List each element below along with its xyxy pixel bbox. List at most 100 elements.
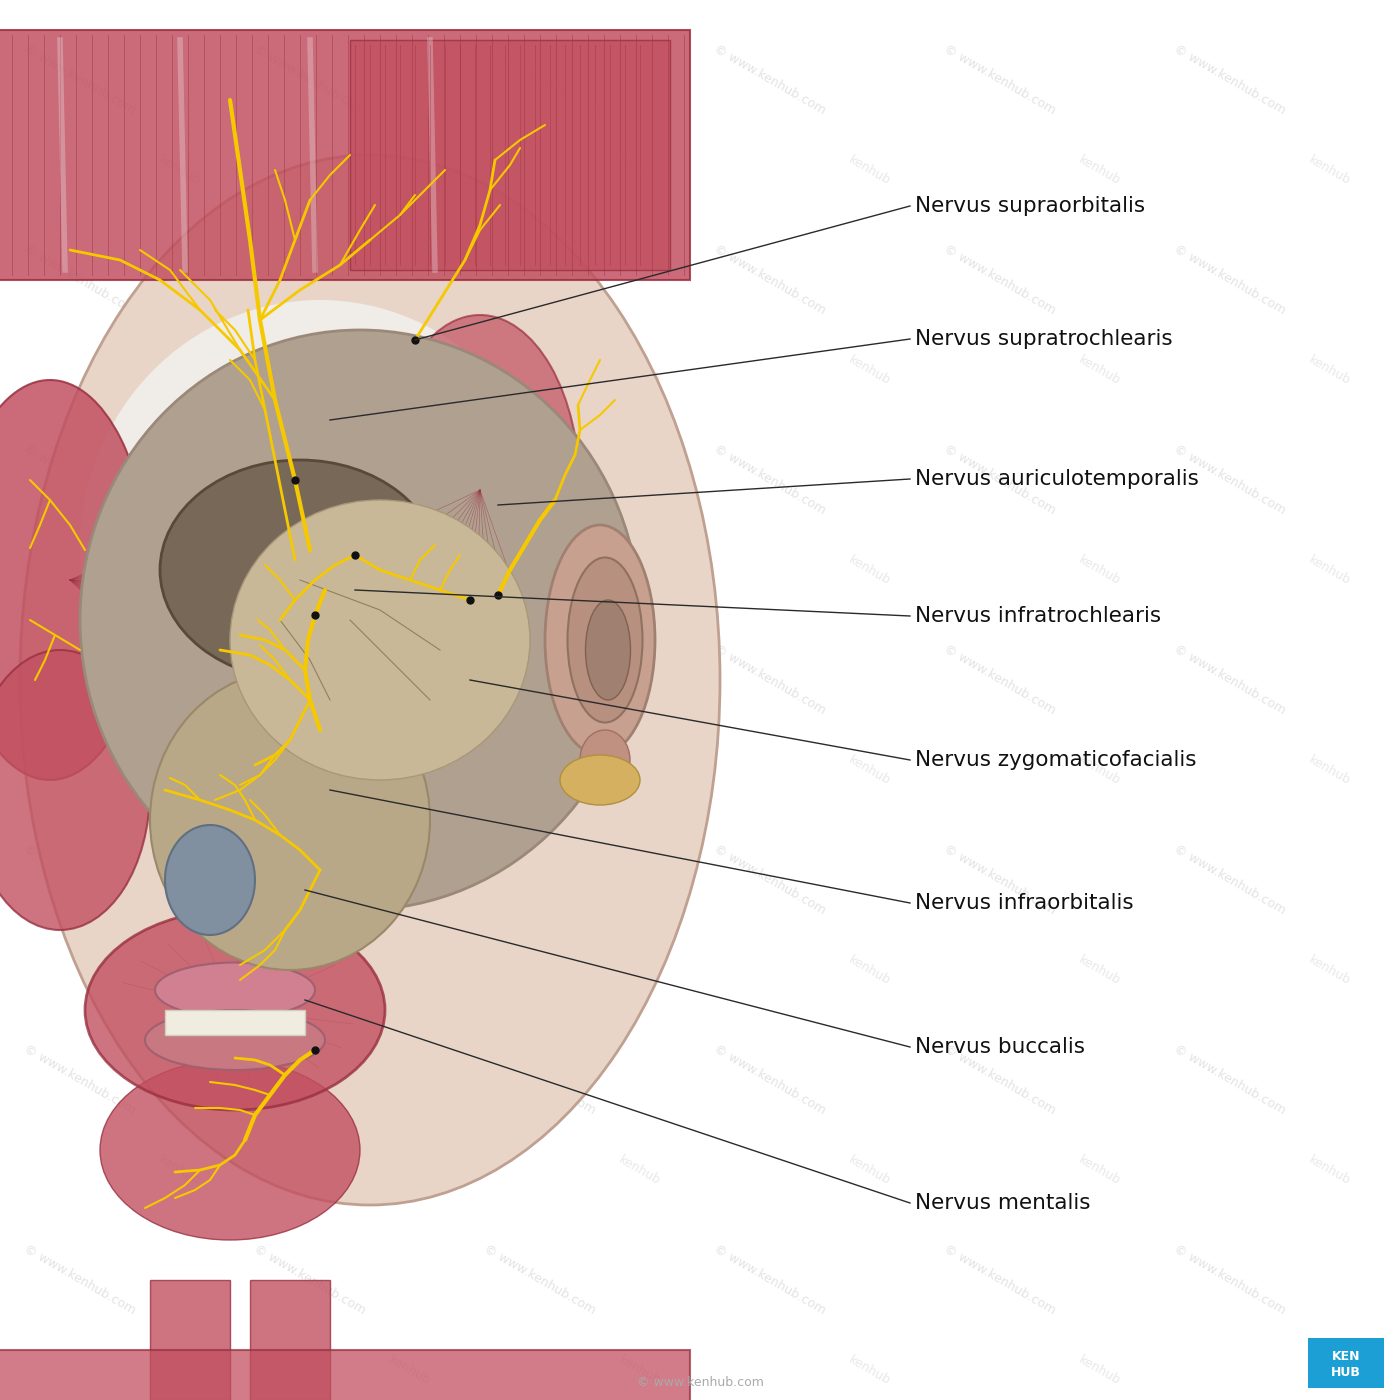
Text: © www.kenhub.com: © www.kenhub.com — [482, 643, 598, 717]
Text: kenhub: kenhub — [847, 553, 893, 587]
Text: © www.kenhub.com: © www.kenhub.com — [1172, 42, 1288, 118]
Text: kenhub: kenhub — [617, 1352, 664, 1387]
Text: © www.kenhub.com: © www.kenhub.com — [1172, 643, 1288, 717]
Text: kenhub: kenhub — [847, 1352, 893, 1387]
Bar — [251, 1280, 330, 1400]
Text: © www.kenhub.com: © www.kenhub.com — [711, 242, 829, 318]
Ellipse shape — [160, 461, 440, 680]
Text: kenhub: kenhub — [1077, 753, 1123, 787]
Ellipse shape — [0, 379, 150, 780]
Text: © www.kenhub.com: © www.kenhub.com — [22, 643, 139, 717]
Text: Nervus mentalis: Nervus mentalis — [916, 1193, 1091, 1212]
Text: © www.kenhub.com: © www.kenhub.com — [942, 1243, 1058, 1317]
Text: Nervus supraorbitalis: Nervus supraorbitalis — [916, 196, 1145, 216]
Text: kenhub: kenhub — [847, 153, 893, 188]
Text: kenhub: kenhub — [1306, 153, 1354, 188]
Text: Nervus infraorbitalis: Nervus infraorbitalis — [916, 893, 1134, 913]
Text: © www.kenhub.com: © www.kenhub.com — [252, 843, 368, 917]
Text: © www.kenhub.com: © www.kenhub.com — [1172, 242, 1288, 318]
Text: kenhub: kenhub — [1077, 353, 1123, 388]
Text: © www.kenhub.com: © www.kenhub.com — [942, 843, 1058, 917]
Text: © www.kenhub.com: © www.kenhub.com — [711, 42, 829, 118]
Text: © www.kenhub.com: © www.kenhub.com — [942, 1043, 1058, 1117]
Text: kenhub: kenhub — [617, 1152, 664, 1187]
Text: Nervus infratrochlearis: Nervus infratrochlearis — [916, 606, 1161, 626]
Text: © www.kenhub.com: © www.kenhub.com — [711, 1043, 829, 1117]
Text: Nervus auriculotemporalis: Nervus auriculotemporalis — [916, 469, 1198, 489]
Ellipse shape — [99, 1060, 360, 1240]
Ellipse shape — [0, 650, 150, 930]
Text: © www.kenhub.com: © www.kenhub.com — [252, 442, 368, 518]
Text: © www.kenhub.com: © www.kenhub.com — [1172, 1243, 1288, 1317]
Text: © www.kenhub.com: © www.kenhub.com — [22, 42, 139, 118]
Bar — [165, 1009, 305, 1035]
Text: kenhub: kenhub — [1077, 1152, 1123, 1187]
Ellipse shape — [85, 910, 385, 1110]
Text: © www.kenhub.com: © www.kenhub.com — [482, 42, 598, 118]
Text: © www.kenhub.com: © www.kenhub.com — [252, 42, 368, 118]
Text: kenhub: kenhub — [157, 353, 203, 388]
Text: Nervus buccalis: Nervus buccalis — [916, 1037, 1085, 1057]
Text: kenhub: kenhub — [157, 1352, 203, 1387]
Text: kenhub: kenhub — [1306, 1352, 1354, 1387]
Ellipse shape — [165, 825, 255, 935]
Bar — [0, 1350, 690, 1400]
Text: © www.kenhub.com: © www.kenhub.com — [942, 643, 1058, 717]
Text: kenhub: kenhub — [157, 953, 203, 987]
Text: kenhub: kenhub — [386, 753, 433, 787]
Text: kenhub: kenhub — [1077, 553, 1123, 587]
Ellipse shape — [230, 500, 531, 780]
Text: © www.kenhub.com: © www.kenhub.com — [252, 1043, 368, 1117]
Ellipse shape — [150, 671, 430, 970]
Text: KEN: KEN — [1331, 1350, 1361, 1362]
Text: © www.kenhub.com: © www.kenhub.com — [942, 242, 1058, 318]
Text: © www.kenhub.com: © www.kenhub.com — [22, 1243, 139, 1317]
Ellipse shape — [545, 525, 655, 755]
Text: kenhub: kenhub — [847, 353, 893, 388]
Text: Nervus zygomaticofacialis: Nervus zygomaticofacialis — [916, 750, 1197, 770]
Ellipse shape — [580, 729, 630, 790]
Text: © www.kenhub.com: © www.kenhub.com — [942, 42, 1058, 118]
Text: © www.kenhub.com: © www.kenhub.com — [22, 843, 139, 917]
Text: kenhub: kenhub — [386, 1352, 433, 1387]
Text: kenhub: kenhub — [617, 153, 664, 188]
Text: HUB: HUB — [1331, 1365, 1361, 1379]
Text: © www.kenhub.com: © www.kenhub.com — [252, 242, 368, 318]
Ellipse shape — [80, 330, 640, 910]
Text: kenhub: kenhub — [386, 953, 433, 987]
Text: © www.kenhub.com: © www.kenhub.com — [1172, 843, 1288, 917]
Text: © www.kenhub.com: © www.kenhub.com — [637, 1375, 763, 1389]
Text: kenhub: kenhub — [847, 753, 893, 787]
Text: kenhub: kenhub — [1077, 1352, 1123, 1387]
Text: kenhub: kenhub — [157, 1152, 203, 1187]
Text: kenhub: kenhub — [847, 953, 893, 987]
Text: kenhub: kenhub — [617, 753, 664, 787]
Ellipse shape — [560, 755, 640, 805]
Text: kenhub: kenhub — [1306, 553, 1354, 587]
Text: © www.kenhub.com: © www.kenhub.com — [22, 442, 139, 518]
Ellipse shape — [146, 1009, 325, 1070]
Text: kenhub: kenhub — [386, 553, 433, 587]
Text: © www.kenhub.com: © www.kenhub.com — [22, 242, 139, 318]
Text: © www.kenhub.com: © www.kenhub.com — [482, 242, 598, 318]
Text: © www.kenhub.com: © www.kenhub.com — [22, 1043, 139, 1117]
Text: © www.kenhub.com: © www.kenhub.com — [711, 442, 829, 518]
Text: kenhub: kenhub — [1306, 353, 1354, 388]
Text: kenhub: kenhub — [157, 553, 203, 587]
Text: kenhub: kenhub — [617, 953, 664, 987]
Text: kenhub: kenhub — [386, 1152, 433, 1187]
Text: © www.kenhub.com: © www.kenhub.com — [482, 1243, 598, 1317]
Bar — [0, 29, 690, 280]
Text: © www.kenhub.com: © www.kenhub.com — [482, 442, 598, 518]
Text: kenhub: kenhub — [847, 1152, 893, 1187]
Text: kenhub: kenhub — [1306, 953, 1354, 987]
Ellipse shape — [80, 300, 560, 799]
Text: kenhub: kenhub — [1077, 153, 1123, 188]
Bar — [350, 41, 671, 270]
Text: kenhub: kenhub — [1306, 753, 1354, 787]
Text: kenhub: kenhub — [386, 353, 433, 388]
Bar — [150, 1280, 230, 1400]
Text: kenhub: kenhub — [157, 153, 203, 188]
Text: © www.kenhub.com: © www.kenhub.com — [252, 1243, 368, 1317]
Text: © www.kenhub.com: © www.kenhub.com — [252, 643, 368, 717]
